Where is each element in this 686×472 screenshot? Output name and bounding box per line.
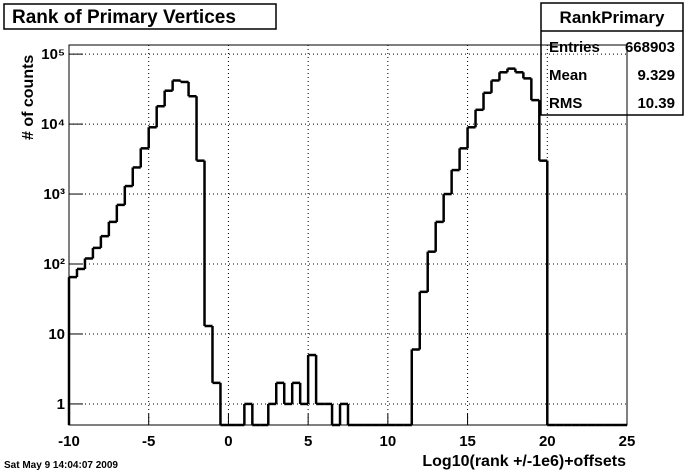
stats-value: 668903: [625, 39, 675, 56]
chart-title: Rank of Primary Vertices: [12, 7, 236, 28]
y-tick-label: 10²: [43, 256, 65, 273]
x-tick-label: 25: [619, 433, 636, 450]
y-tick-label: 10³: [43, 186, 65, 203]
y-tick-label: 1: [57, 396, 65, 413]
y-tick-label: 10⁴: [41, 116, 65, 133]
plot-frame: [68, 44, 628, 426]
y-tick-label: 10: [48, 326, 65, 343]
x-tick-label: 5: [304, 433, 312, 450]
y-tick-label: 10⁵: [41, 46, 65, 63]
x-tick-label: -5: [142, 433, 155, 450]
x-tick-label: 10: [380, 433, 397, 450]
stats-value: 10.39: [637, 95, 675, 112]
title-box: [3, 3, 277, 30]
x-axis-label: Log10(rank +/-1e6)+offsets: [422, 453, 626, 470]
stats-label: Entries: [549, 39, 600, 56]
x-tick-label: -10: [58, 433, 80, 450]
stats-box: [540, 2, 684, 116]
x-tick-label: 0: [224, 433, 232, 450]
timestamp: Sat May 9 14:04:07 2009: [4, 460, 118, 471]
stats-value: 9.329: [637, 67, 675, 84]
stats-label: Mean: [549, 67, 587, 84]
x-tick-label: 20: [539, 433, 556, 450]
stats-name: RankPrimary: [560, 8, 665, 27]
x-tick-label: 15: [459, 433, 476, 450]
y-axis-label: # of counts: [20, 55, 37, 140]
stats-label: RMS: [549, 95, 582, 112]
